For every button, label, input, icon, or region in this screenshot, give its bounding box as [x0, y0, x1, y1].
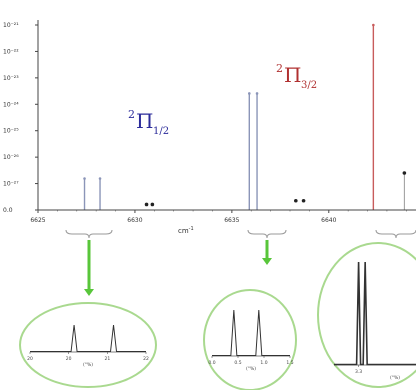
line-dot-marker — [150, 202, 155, 207]
dots-layer — [144, 171, 407, 207]
term-symbol-2: 2 Π 3/2 — [276, 62, 317, 91]
arrow-head — [84, 289, 94, 296]
inset-x-label: (°%) — [83, 362, 93, 368]
inset-spectrum — [334, 261, 416, 366]
x-axis-ticks: 6625 6630 6635 6640 — [30, 210, 407, 224]
inset-tick-label: 0.0 — [208, 360, 215, 366]
arrow-head — [262, 258, 272, 265]
inset-tick-label: 21 — [104, 356, 110, 362]
inset-tick-label: 20 — [27, 356, 33, 362]
inset-1: 20 20 21 22 (°%) — [19, 302, 157, 388]
term-subscript: 3/2 — [301, 80, 317, 91]
y-tick-label: 10⁻²⁶ — [3, 154, 19, 161]
stems-layer — [83, 23, 405, 210]
inset-tick-label: 22 — [143, 356, 149, 362]
line-stem-tip — [98, 177, 102, 180]
x-tick-label: 6640 — [321, 217, 336, 224]
x-axis-unit-label: cm-1 — [178, 226, 194, 235]
inset-spectrum — [212, 309, 290, 356]
insets-layer: 20 20 21 22 (°%) 0.0 0.5 1.0 1.5 (°%) 3.3 (°%) — [19, 242, 416, 390]
inset-ring — [19, 302, 157, 388]
line-stem-tip — [255, 92, 259, 95]
x-unit-base: cm — [178, 227, 189, 235]
inset-2: 0.0 0.5 1.0 1.5 (°%) — [203, 289, 297, 390]
inset-3: 3.3 (°%) — [317, 242, 416, 388]
inset-x-label: (°%) — [246, 366, 256, 372]
group-bracket — [375, 229, 416, 239]
term-symbol-1: 2 Π 1/2 — [128, 108, 169, 137]
term-subscript: 1/2 — [153, 126, 169, 137]
line-stem-tip — [247, 92, 251, 95]
line-dot-marker — [301, 198, 306, 203]
term-symbol: Π — [284, 63, 301, 87]
inset-ring — [203, 289, 297, 390]
y-tick-label: 10⁻²¹ — [3, 22, 19, 29]
brackets-layer — [65, 229, 416, 239]
group-bracket — [247, 229, 287, 239]
inset-tick-label: 1.0 — [260, 360, 267, 366]
y-tick-label: 10⁻²³ — [3, 75, 19, 82]
line-stem-tip — [83, 177, 86, 180]
inset-tick-label: 20 — [66, 356, 72, 362]
inset-tick-label: 0.5 — [234, 360, 241, 366]
line-dot-marker — [144, 202, 149, 207]
inset-tick-label: 1.5 — [286, 360, 293, 366]
inset-ring — [317, 242, 416, 388]
term-superscript: 2 — [276, 62, 283, 75]
line-dot-marker — [294, 198, 298, 203]
y-tick-label: 10⁻²² — [3, 48, 19, 55]
inset-x-label: (°%) — [390, 375, 400, 381]
x-tick-label: 6625 — [30, 217, 45, 224]
y-tick-label: 10⁻²⁵ — [3, 128, 19, 135]
inset-spectrum — [30, 324, 146, 352]
x-tick-label: 6635 — [224, 217, 239, 224]
group-bracket — [65, 229, 113, 239]
x-tick-label: 6630 — [127, 217, 142, 224]
y-axis-ticks: 10⁻²¹ 10⁻²² 10⁻²³ 10⁻²⁴ 10⁻²⁵ 10⁻²⁶ 10⁻²⁷ 0.0 — [3, 22, 38, 214]
x-unit-superscript: -1 — [189, 226, 194, 232]
inset-tick-label: 3.3 — [355, 369, 362, 375]
y-tick-label: 0.0 — [3, 207, 13, 214]
term-superscript: 2 — [128, 108, 135, 121]
y-tick-label: 10⁻²⁷ — [3, 181, 19, 188]
line-stem-tip — [372, 23, 375, 27]
main-chart: 10⁻²¹ 10⁻²² 10⁻²³ 10⁻²⁴ 10⁻²⁵ 10⁻²⁶ 10⁻²⁷ 0.0 6… — [3, 20, 416, 235]
y-tick-label: 10⁻²⁴ — [3, 101, 19, 108]
line-dot-marker — [402, 171, 407, 175]
term-annotations: 2 Π 1/22 Π 3/2 — [128, 62, 317, 137]
term-symbol: Π — [136, 109, 153, 133]
